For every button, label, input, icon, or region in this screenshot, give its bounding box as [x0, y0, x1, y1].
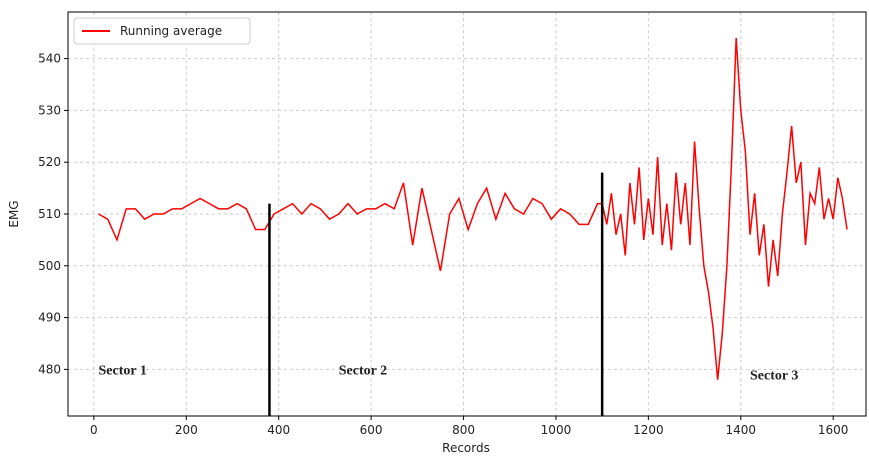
sector-label: Sector 2	[339, 364, 387, 379]
x-tick-label: 600	[360, 423, 383, 437]
x-axis-label: Records	[442, 441, 490, 455]
y-tick-label: 510	[38, 207, 61, 221]
legend-box	[73, 17, 251, 45]
x-tick-label: 1400	[726, 423, 757, 437]
line-series	[98, 37, 848, 380]
y-tick-label: 490	[38, 311, 61, 325]
plot-frame	[67, 11, 867, 417]
x-tick-label: 1200	[633, 423, 664, 437]
y-tick-label: 500	[38, 259, 61, 273]
y-tick-label: 530	[38, 103, 61, 117]
x-tick-label: 0	[90, 423, 98, 437]
x-tick-label: 400	[267, 423, 290, 437]
x-tick-label: 200	[175, 423, 198, 437]
legend-label: Running average	[120, 24, 222, 38]
y-tick-label: 520	[38, 155, 61, 169]
y-tick-label: 480	[38, 362, 61, 376]
sector-label: Sector 3	[750, 369, 798, 384]
x-tick-label: 800	[452, 423, 475, 437]
x-tick-label: 1000	[541, 423, 572, 437]
y-axis-label: EMG	[7, 200, 21, 227]
y-tick-label: 540	[38, 52, 61, 66]
x-tick-label: 1600	[818, 423, 849, 437]
sector-label: Sector 1	[98, 364, 146, 379]
